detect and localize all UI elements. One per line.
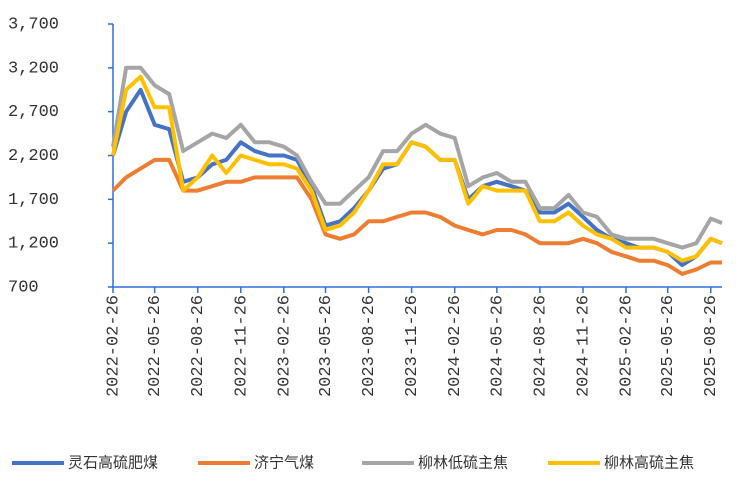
legend-item: 柳林高硫主焦 <box>548 454 694 472</box>
legend-label: 济宁气煤 <box>254 454 314 472</box>
x-tick-label: 2024-02-26 <box>446 295 465 397</box>
x-tick-label: 2025-05-26 <box>659 295 678 397</box>
x-tick-label: 2024-05-26 <box>488 295 507 397</box>
x-tick-label: 2022-02-26 <box>104 295 123 397</box>
x-tick-label: 2024-08-26 <box>531 295 550 397</box>
series-line <box>111 74 723 263</box>
y-tick-label: 3,200 <box>8 59 59 78</box>
legend-item: 柳林低硫主焦 <box>362 454 508 472</box>
y-tick-label: 3,700 <box>8 15 59 34</box>
legend-label: 柳林高硫主焦 <box>604 454 694 472</box>
x-tick-label: 2025-08-26 <box>702 295 721 397</box>
y-tick-label: 2,700 <box>8 103 59 122</box>
series-line <box>111 157 722 276</box>
y-tick-label: 700 <box>8 278 39 297</box>
y-tick-label: 1,700 <box>8 191 59 210</box>
y-tick-label: 2,200 <box>8 147 59 166</box>
x-tick-label: 2022-05-26 <box>146 295 165 397</box>
x-tick-label: 2023-05-26 <box>317 295 336 397</box>
x-tick-label: 2023-08-26 <box>360 295 379 397</box>
series-line <box>111 65 723 250</box>
x-tick-label: 2022-11-26 <box>232 295 251 397</box>
x-tick-label: 2025-02-26 <box>618 295 637 397</box>
legend-item: 济宁气煤 <box>198 454 314 472</box>
y-tick-label: 1,200 <box>8 235 59 254</box>
legend-label: 柳林低硫主焦 <box>418 454 508 472</box>
legend-label: 灵石高硫肥煤 <box>68 454 158 472</box>
x-tick-label: 2023-11-26 <box>403 295 422 397</box>
legend-item: 灵石高硫肥煤 <box>12 454 158 472</box>
x-tick-label: 2024-11-26 <box>574 295 593 397</box>
x-tick-label: 2022-08-26 <box>189 295 208 397</box>
x-tick-label: 2023-02-26 <box>275 295 294 397</box>
